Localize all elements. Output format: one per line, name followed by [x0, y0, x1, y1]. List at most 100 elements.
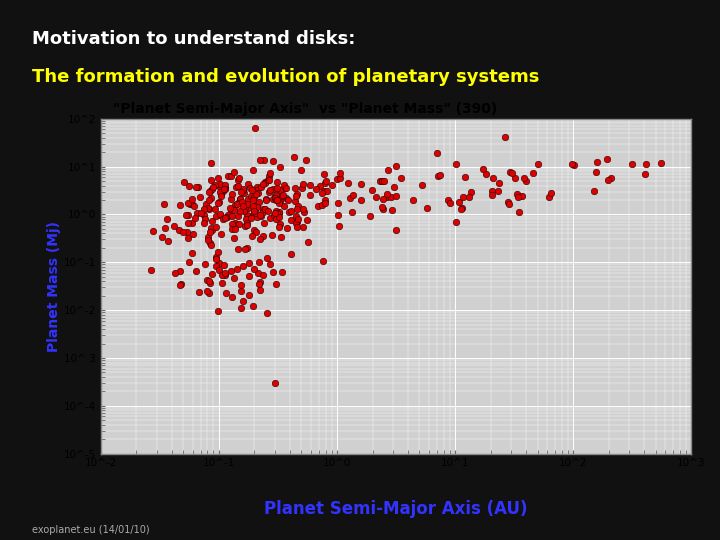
Point [199, 260, 210, 268]
Point [492, 187, 504, 195]
Point [218, 260, 230, 269]
Point [319, 187, 330, 195]
Point [241, 221, 253, 230]
Point [258, 156, 270, 165]
Point [210, 252, 222, 261]
Point [370, 193, 382, 201]
Point [377, 205, 389, 214]
Point [421, 204, 433, 212]
Point [186, 194, 198, 203]
Point [279, 180, 290, 189]
Point [347, 191, 359, 200]
Point [334, 169, 346, 178]
Point [204, 278, 215, 287]
Point [655, 159, 667, 168]
Point [333, 222, 345, 231]
Point [203, 289, 215, 298]
Point [214, 180, 225, 188]
Point [289, 197, 301, 206]
Point [217, 279, 228, 288]
Point [511, 189, 523, 198]
Point [266, 231, 278, 239]
Point [390, 192, 402, 200]
Point [215, 190, 227, 199]
Point [274, 213, 285, 221]
Point [297, 222, 309, 231]
Point [204, 228, 216, 237]
Point [215, 192, 226, 200]
Point [271, 184, 283, 193]
Point [480, 170, 492, 179]
Point [194, 288, 205, 296]
Point [254, 210, 266, 219]
Point [248, 201, 259, 210]
Point [229, 200, 240, 209]
Point [254, 235, 266, 244]
Point [168, 222, 179, 231]
Point [257, 232, 269, 240]
Point [532, 159, 544, 168]
Point [257, 271, 269, 280]
Point [202, 287, 213, 295]
Point [241, 244, 253, 253]
Point [245, 214, 256, 222]
Point [274, 219, 286, 228]
Point [229, 219, 240, 227]
Point [316, 201, 328, 210]
Point [215, 230, 227, 239]
Point [606, 174, 617, 183]
Point [267, 157, 279, 165]
Point [174, 200, 186, 209]
Text: The formation and evolution of planetary systems: The formation and evolution of planetary… [32, 68, 540, 85]
Point [233, 174, 245, 183]
Point [198, 211, 210, 220]
Point [247, 186, 258, 194]
Point [205, 224, 217, 232]
Point [237, 186, 248, 195]
Point [246, 232, 258, 240]
Point [231, 200, 243, 208]
Point [229, 225, 240, 233]
Point [226, 219, 238, 228]
Point [235, 207, 246, 215]
Point [233, 220, 245, 228]
Point [273, 208, 284, 217]
Point [238, 297, 249, 306]
Point [512, 192, 523, 201]
Point [202, 235, 213, 244]
Point [274, 197, 285, 206]
Point [217, 271, 228, 279]
Point [192, 183, 204, 192]
Point [204, 239, 216, 247]
Point [210, 222, 222, 231]
Point [292, 190, 303, 198]
Point [247, 166, 258, 175]
Point [191, 267, 202, 275]
Point [270, 191, 282, 199]
Point [273, 199, 284, 207]
Point [297, 205, 309, 213]
Point [215, 211, 226, 219]
Point [156, 233, 168, 242]
Point [274, 163, 286, 171]
Point [195, 209, 207, 218]
Point [225, 194, 237, 203]
Point [640, 159, 652, 168]
Point [232, 245, 243, 253]
Point [174, 267, 186, 275]
Point [198, 205, 210, 214]
Point [270, 214, 282, 223]
Point [238, 188, 250, 197]
Point [235, 303, 247, 312]
Point [289, 184, 300, 193]
Point [233, 176, 244, 184]
Point [182, 199, 194, 208]
Point [256, 183, 267, 192]
Point [459, 172, 471, 181]
Point [318, 169, 330, 178]
Point [242, 180, 253, 188]
Point [206, 194, 217, 202]
Point [257, 207, 269, 216]
Point [174, 280, 186, 289]
Point [212, 247, 224, 256]
